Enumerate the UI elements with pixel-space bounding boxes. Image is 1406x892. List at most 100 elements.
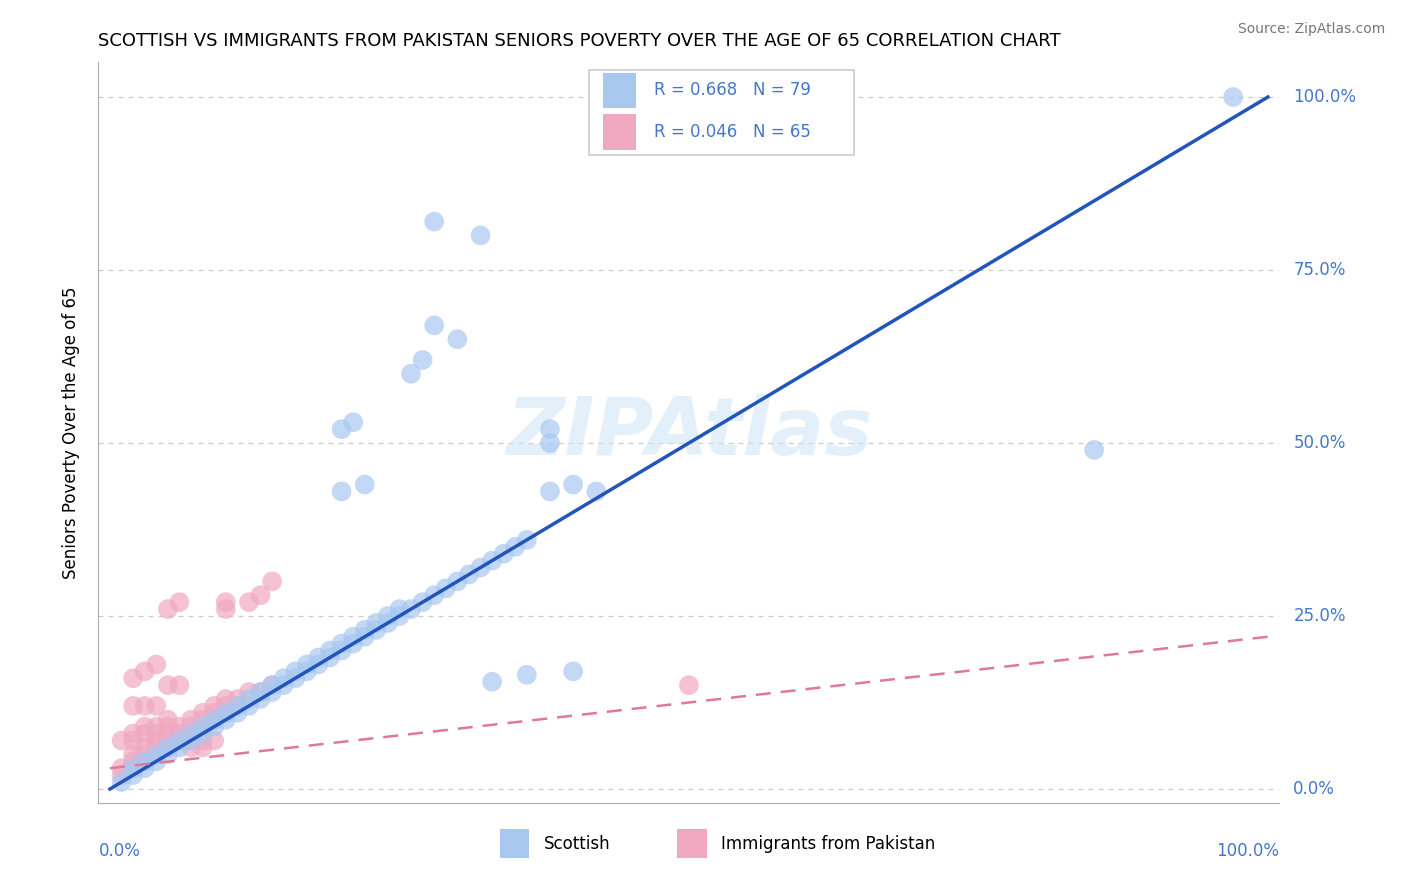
Point [169, 595, 191, 609]
Point [180, 733, 202, 747]
Point [562, 477, 585, 491]
Point [226, 698, 249, 713]
Point [284, 671, 307, 685]
Point [481, 554, 503, 568]
Point [156, 678, 179, 692]
Text: 100.0%: 100.0% [1216, 842, 1279, 860]
Point [110, 768, 132, 782]
Text: 0.0%: 0.0% [1294, 780, 1336, 798]
Text: 50.0%: 50.0% [1294, 434, 1346, 452]
Point [399, 367, 422, 381]
FancyBboxPatch shape [678, 829, 707, 858]
Text: ZIPAtlas: ZIPAtlas [506, 393, 872, 472]
Point [156, 733, 179, 747]
Point [307, 657, 329, 672]
Point [122, 698, 145, 713]
Point [134, 747, 156, 762]
Point [262, 685, 284, 699]
Point [353, 623, 375, 637]
Point [202, 713, 225, 727]
FancyBboxPatch shape [501, 829, 530, 858]
Text: 0.0%: 0.0% [98, 842, 141, 860]
Point [215, 706, 238, 720]
Point [481, 674, 503, 689]
Point [423, 214, 446, 228]
Point [122, 754, 145, 768]
Point [342, 415, 364, 429]
Point [169, 726, 191, 740]
Point [319, 643, 342, 657]
Point [145, 740, 167, 755]
Point [134, 698, 156, 713]
Point [238, 698, 260, 713]
Y-axis label: Seniors Poverty Over the Age of 65: Seniors Poverty Over the Age of 65 [62, 286, 80, 579]
Point [110, 733, 132, 747]
Point [215, 595, 238, 609]
Point [134, 726, 156, 740]
Point [423, 318, 446, 333]
Point [249, 588, 271, 602]
Point [366, 623, 388, 637]
Point [226, 692, 249, 706]
Text: SCOTTISH VS IMMIGRANTS FROM PAKISTAN SENIORS POVERTY OVER THE AGE OF 65 CORRELAT: SCOTTISH VS IMMIGRANTS FROM PAKISTAN SEN… [98, 32, 1062, 50]
Point [330, 484, 353, 499]
Text: Immigrants from Pakistan: Immigrants from Pakistan [721, 835, 935, 853]
Point [156, 602, 179, 616]
Point [134, 740, 156, 755]
Point [353, 630, 375, 644]
Point [180, 726, 202, 740]
Point [412, 595, 434, 609]
Point [191, 720, 214, 734]
Text: 75.0%: 75.0% [1294, 261, 1346, 279]
Point [353, 477, 375, 491]
Point [156, 720, 179, 734]
Point [470, 560, 492, 574]
Point [388, 602, 411, 616]
Point [180, 733, 202, 747]
Text: R = 0.668   N = 79: R = 0.668 N = 79 [654, 81, 810, 99]
Point [145, 720, 167, 734]
Point [238, 692, 260, 706]
Point [122, 747, 145, 762]
Point [492, 547, 515, 561]
Point [122, 761, 145, 775]
Point [434, 582, 457, 596]
Point [202, 706, 225, 720]
Point [249, 685, 271, 699]
Point [1083, 442, 1105, 457]
Point [538, 436, 561, 450]
Point [516, 667, 538, 681]
Point [503, 540, 526, 554]
Point [319, 650, 342, 665]
Point [585, 484, 607, 499]
Point [330, 643, 353, 657]
Point [249, 692, 271, 706]
Point [122, 726, 145, 740]
Point [180, 713, 202, 727]
Point [215, 692, 238, 706]
Point [134, 754, 156, 768]
Point [145, 754, 167, 768]
Point [145, 657, 167, 672]
Point [399, 602, 422, 616]
Point [169, 733, 191, 747]
Point [156, 726, 179, 740]
FancyBboxPatch shape [589, 70, 855, 155]
Point [145, 726, 167, 740]
Point [110, 775, 132, 789]
Point [215, 698, 238, 713]
Point [538, 422, 561, 436]
Point [169, 733, 191, 747]
Text: 25.0%: 25.0% [1294, 607, 1346, 625]
Point [423, 588, 446, 602]
Point [134, 665, 156, 679]
Point [1222, 90, 1244, 104]
Point [330, 637, 353, 651]
Text: R = 0.046   N = 65: R = 0.046 N = 65 [654, 123, 810, 141]
Point [678, 678, 700, 692]
Point [156, 740, 179, 755]
Point [446, 332, 468, 346]
Point [191, 720, 214, 734]
Point [134, 754, 156, 768]
FancyBboxPatch shape [603, 72, 636, 108]
